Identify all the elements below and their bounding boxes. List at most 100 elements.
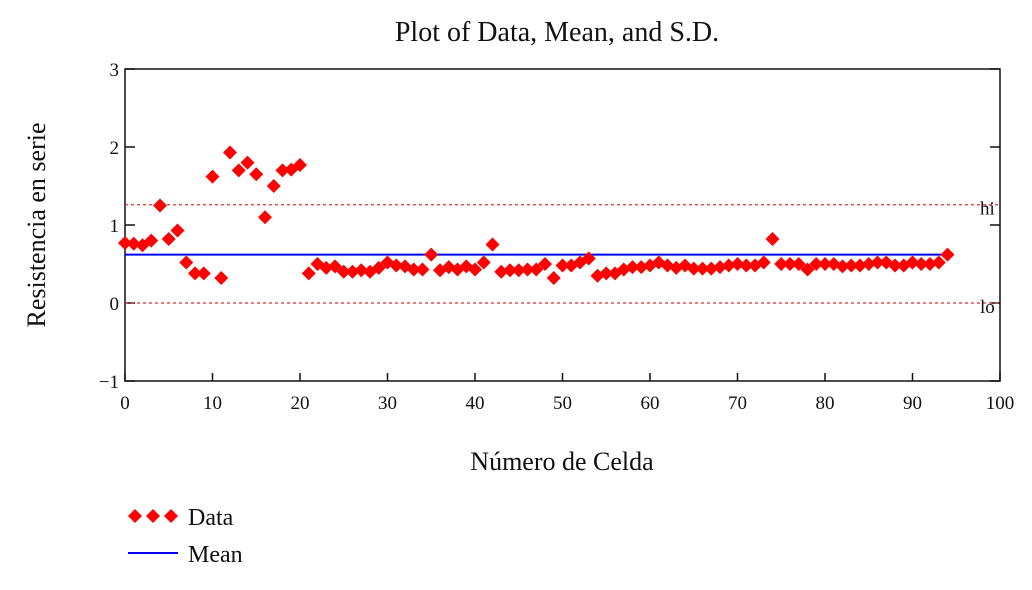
ref-label-lo: lo <box>980 297 995 318</box>
x-tick-label: 30 <box>378 393 397 414</box>
data-point <box>914 257 929 271</box>
x-tick-label: 50 <box>553 393 572 414</box>
data-point <box>476 255 491 270</box>
data-point <box>266 179 281 193</box>
data-point <box>153 198 167 213</box>
data-point <box>196 266 211 281</box>
data-point <box>249 167 264 182</box>
x-tick-label: 90 <box>903 393 922 414</box>
ref-label-hi: hi <box>980 199 995 220</box>
data-point <box>634 260 649 275</box>
data-point <box>765 232 780 247</box>
data-point <box>599 266 614 281</box>
x-tick-label: 40 <box>466 393 485 414</box>
data-point <box>118 235 132 250</box>
data-point <box>844 258 859 273</box>
data-point <box>319 260 334 275</box>
data-point <box>546 271 561 286</box>
data-point <box>730 257 745 271</box>
data-point <box>161 232 176 247</box>
data-point <box>686 261 701 276</box>
data-point <box>800 262 815 277</box>
data-point <box>354 263 369 278</box>
data-point <box>275 163 290 178</box>
data-point <box>424 247 439 262</box>
data-point <box>791 257 806 271</box>
data-point <box>188 266 202 281</box>
legend-data-marker <box>146 509 160 523</box>
data-point <box>345 264 360 279</box>
x-tick-label: 100 <box>986 393 1015 414</box>
y-tick-label: 0 <box>110 294 120 315</box>
data-point <box>783 257 797 271</box>
x-tick-label: 70 <box>728 393 747 414</box>
data-point <box>756 255 771 270</box>
data-point <box>214 271 229 286</box>
data-point <box>853 258 867 273</box>
chart-title: Plot of Data, Mean, and S.D. <box>395 17 719 48</box>
legend-label-data: Data <box>188 505 234 531</box>
data-point <box>870 255 885 270</box>
data-point <box>520 262 535 277</box>
data-point <box>861 257 876 271</box>
data-point <box>371 260 386 275</box>
data-point <box>555 258 570 273</box>
data-point <box>625 260 640 275</box>
legend-data-marker <box>164 509 178 523</box>
data-point <box>328 259 342 274</box>
data-point <box>494 264 509 279</box>
legend: Data Mean <box>128 505 243 568</box>
x-axis-label: Número de Celda <box>470 447 654 476</box>
data-point <box>205 169 220 184</box>
data-point <box>406 262 421 277</box>
data-point <box>809 257 824 271</box>
data-point <box>144 233 159 248</box>
data-point <box>468 262 482 277</box>
data-point <box>293 157 307 172</box>
x-tick-label: 80 <box>816 393 835 414</box>
data-point <box>503 263 517 278</box>
data-point <box>336 264 351 279</box>
data-point <box>529 262 544 277</box>
data-point <box>721 258 736 273</box>
data-point <box>301 266 316 281</box>
y-tick-label: 2 <box>110 138 120 159</box>
data-point <box>223 145 237 160</box>
data-point <box>739 258 754 273</box>
x-tick-label: 10 <box>203 393 222 414</box>
legend-label-mean: Mean <box>188 542 243 568</box>
data-point <box>713 260 727 275</box>
y-axis-label: Resistencia en serie <box>22 122 51 327</box>
data-point <box>774 257 789 271</box>
data-point <box>258 210 272 225</box>
data-point <box>179 255 194 270</box>
data-point <box>170 223 185 238</box>
legend-data-marker <box>128 509 142 523</box>
data-point <box>695 261 710 276</box>
data-point <box>415 262 430 277</box>
data-point <box>485 237 500 252</box>
x-tick-label: 0 <box>120 393 130 414</box>
data-point <box>126 236 141 251</box>
data-point <box>940 247 955 262</box>
y-tick-label: 3 <box>110 60 120 81</box>
data-point <box>905 255 920 270</box>
data-point <box>389 258 404 273</box>
data-point <box>835 259 850 274</box>
data-point <box>240 155 255 170</box>
x-tick-label: 20 <box>291 393 310 414</box>
data-point <box>581 251 596 266</box>
data-point <box>704 261 719 276</box>
data-point <box>511 263 526 278</box>
y-tick-label: 1 <box>110 216 120 237</box>
data-point <box>538 257 552 271</box>
data-point <box>888 258 902 273</box>
data-point <box>931 255 946 270</box>
data-point <box>231 163 246 178</box>
y-tick-label: −1 <box>99 372 119 393</box>
plot-frame <box>124 68 1001 382</box>
x-tick-label: 60 <box>641 393 660 414</box>
data-point <box>923 257 937 271</box>
data-point <box>818 257 832 271</box>
